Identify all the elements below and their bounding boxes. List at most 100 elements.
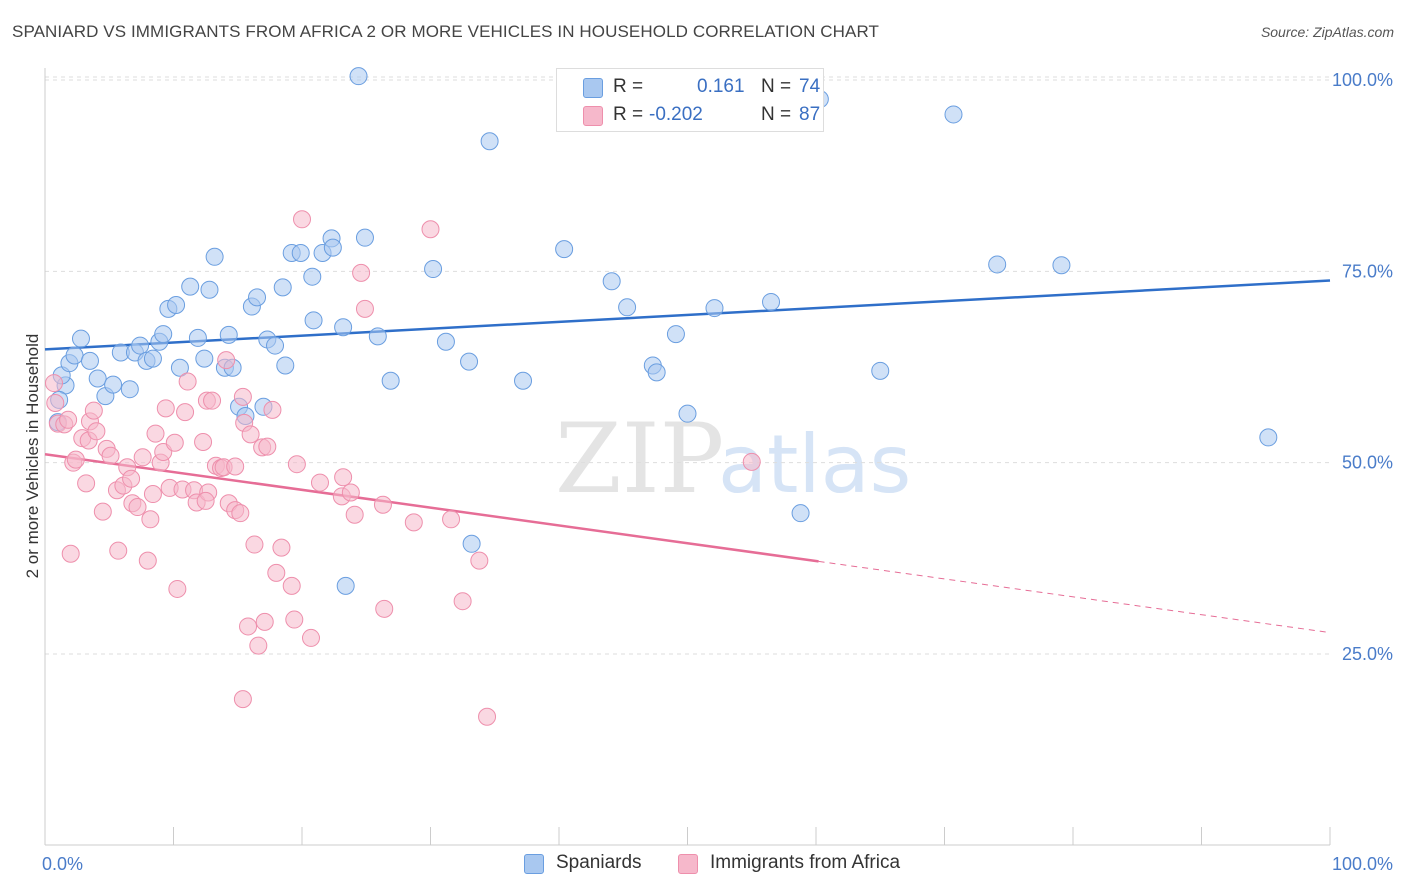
data-point <box>276 356 295 375</box>
legend-r-value: -0.202 <box>649 104 703 125</box>
data-point <box>602 272 621 291</box>
data-point <box>87 422 106 441</box>
data-point <box>349 67 368 86</box>
series-africa-points <box>44 210 761 726</box>
data-point <box>154 325 173 344</box>
data-point <box>436 332 455 351</box>
data-point <box>424 260 443 279</box>
data-point <box>272 538 291 557</box>
legend-swatch-spaniards <box>583 78 603 98</box>
data-point <box>84 401 103 420</box>
data-point <box>336 576 355 595</box>
series-label-spaniards: Spaniards <box>556 852 642 873</box>
data-point <box>165 433 184 452</box>
data-point <box>200 280 219 299</box>
data-point <box>310 473 329 492</box>
data-point <box>381 371 400 390</box>
data-point <box>618 298 637 317</box>
data-point <box>375 599 394 618</box>
data-point <box>196 491 215 510</box>
data-point <box>421 220 440 239</box>
legend-swatch-africa <box>583 106 603 126</box>
data-point <box>355 299 374 318</box>
data-point <box>647 363 666 382</box>
data-point <box>203 391 222 410</box>
y-tick-label: 25.0% <box>1342 644 1393 664</box>
data-point <box>460 352 479 371</box>
data-point <box>44 374 63 393</box>
data-point <box>762 292 781 311</box>
correlation-legend: R = 0.161 N = 74 R = -0.202 N = 87 <box>556 68 824 132</box>
data-point <box>453 592 472 611</box>
series-swatch-spaniards <box>524 854 544 874</box>
data-point <box>141 510 160 529</box>
data-point <box>131 336 150 355</box>
data-point <box>71 329 90 348</box>
legend-n-value: 87 <box>799 104 821 125</box>
data-point <box>255 612 274 631</box>
data-point <box>341 483 360 502</box>
trend-line-africa <box>44 453 819 563</box>
series-legend: Spaniards Immigrants from Africa <box>0 852 1406 878</box>
data-point <box>66 450 85 469</box>
data-point <box>480 132 499 151</box>
data-point <box>334 468 353 487</box>
data-point <box>101 446 120 465</box>
data-point <box>46 393 65 412</box>
data-point <box>462 534 481 553</box>
data-point <box>291 243 310 262</box>
legend-n-value: 74 <box>799 76 821 97</box>
data-point <box>156 399 175 418</box>
watermark-zip: ZIP <box>555 403 724 515</box>
data-point <box>249 636 268 655</box>
data-point <box>742 452 761 471</box>
data-point <box>128 498 147 517</box>
y-tick-label: 50.0% <box>1342 453 1393 473</box>
data-point <box>194 433 213 452</box>
data-point <box>373 495 392 514</box>
data-point <box>146 424 165 443</box>
data-point <box>258 437 277 456</box>
data-point <box>65 346 84 365</box>
data-point <box>263 400 282 419</box>
data-point <box>470 551 489 570</box>
data-point <box>944 105 963 124</box>
data-point <box>267 563 286 582</box>
data-point <box>231 504 250 523</box>
data-point <box>791 504 810 523</box>
trend-line-spaniards <box>44 279 1331 351</box>
legend-r-label: R = <box>613 76 644 97</box>
data-point <box>138 551 157 570</box>
data-point <box>233 387 252 406</box>
data-point <box>323 238 342 257</box>
data-point <box>334 318 353 337</box>
data-point <box>871 361 890 380</box>
data-point <box>188 328 207 347</box>
data-point <box>176 403 195 422</box>
chart-title: SPANIARD VS IMMIGRANTS FROM AFRICA 2 OR … <box>12 22 880 41</box>
data-point <box>282 576 301 595</box>
data-point <box>345 505 364 524</box>
data-point <box>678 404 697 423</box>
series-label-africa: Immigrants from Africa <box>710 852 901 873</box>
y-axis-label: 2 or more Vehicles in Household <box>23 334 42 579</box>
watermark: ZIP atlas <box>555 403 911 515</box>
data-point <box>555 240 574 259</box>
data-point <box>304 311 323 330</box>
data-point <box>514 371 533 390</box>
y-tick-label: 75.0% <box>1342 261 1393 281</box>
data-point <box>285 610 304 629</box>
data-point <box>195 349 214 368</box>
series-swatch-africa <box>678 854 698 874</box>
data-point <box>170 358 189 377</box>
data-point <box>219 325 238 344</box>
data-point <box>178 372 197 391</box>
x-tick-label: 100.0% <box>1332 854 1393 874</box>
data-point <box>80 351 99 370</box>
data-point <box>133 448 152 467</box>
data-point <box>143 349 162 368</box>
legend-r-value: 0.161 <box>697 76 745 97</box>
data-point <box>122 469 141 488</box>
data-point <box>104 375 123 394</box>
legend-n-label: N = <box>761 76 792 97</box>
